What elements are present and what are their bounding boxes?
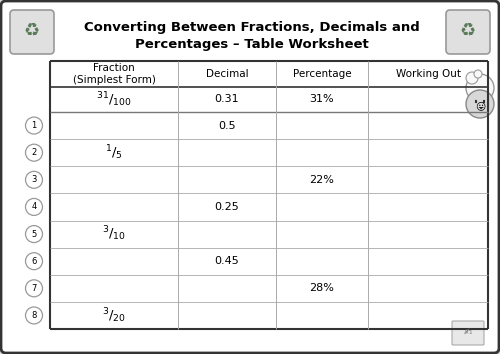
Text: 7: 7 (32, 284, 36, 293)
Text: 5: 5 (32, 229, 36, 239)
Circle shape (466, 90, 494, 118)
Text: 6: 6 (32, 257, 36, 266)
FancyBboxPatch shape (452, 321, 484, 345)
Text: $\mathregular{^{31}/_{100}}$: $\mathregular{^{31}/_{100}}$ (96, 90, 132, 109)
FancyBboxPatch shape (10, 10, 54, 54)
Text: ✍: ✍ (464, 328, 472, 338)
Text: 0.5: 0.5 (218, 121, 236, 131)
Text: 8: 8 (32, 311, 36, 320)
Text: Converting Between Fractions, Decimals and
Percentages – Table Worksheet: Converting Between Fractions, Decimals a… (84, 21, 420, 51)
Text: Percentage: Percentage (292, 69, 352, 79)
Text: Decimal: Decimal (206, 69, 248, 79)
Text: Fraction
(Simplest Form): Fraction (Simplest Form) (72, 63, 156, 85)
Circle shape (466, 72, 478, 84)
Circle shape (466, 74, 494, 102)
Text: 2: 2 (32, 148, 36, 157)
Text: ♻: ♻ (460, 23, 476, 41)
Text: $\mathregular{^{3}/_{20}}$: $\mathregular{^{3}/_{20}}$ (102, 306, 126, 325)
Text: $\mathregular{^{1}/_{5}}$: $\mathregular{^{1}/_{5}}$ (105, 143, 123, 162)
FancyBboxPatch shape (446, 10, 490, 54)
Text: Working Out: Working Out (396, 69, 460, 79)
Text: 28%: 28% (310, 283, 334, 293)
Circle shape (474, 70, 482, 78)
Text: 1: 1 (32, 121, 36, 130)
Text: 31%: 31% (310, 95, 334, 104)
Text: 4: 4 (32, 202, 36, 211)
Text: 0.25: 0.25 (214, 202, 240, 212)
Text: 0.31: 0.31 (214, 95, 240, 104)
Text: 3: 3 (32, 175, 36, 184)
Text: 😛: 😛 (475, 101, 485, 111)
Text: 0.45: 0.45 (214, 256, 240, 266)
Text: $\mathregular{^{3}/_{10}}$: $\mathregular{^{3}/_{10}}$ (102, 225, 126, 244)
Text: 22%: 22% (310, 175, 334, 185)
Text: ♻: ♻ (24, 23, 40, 41)
